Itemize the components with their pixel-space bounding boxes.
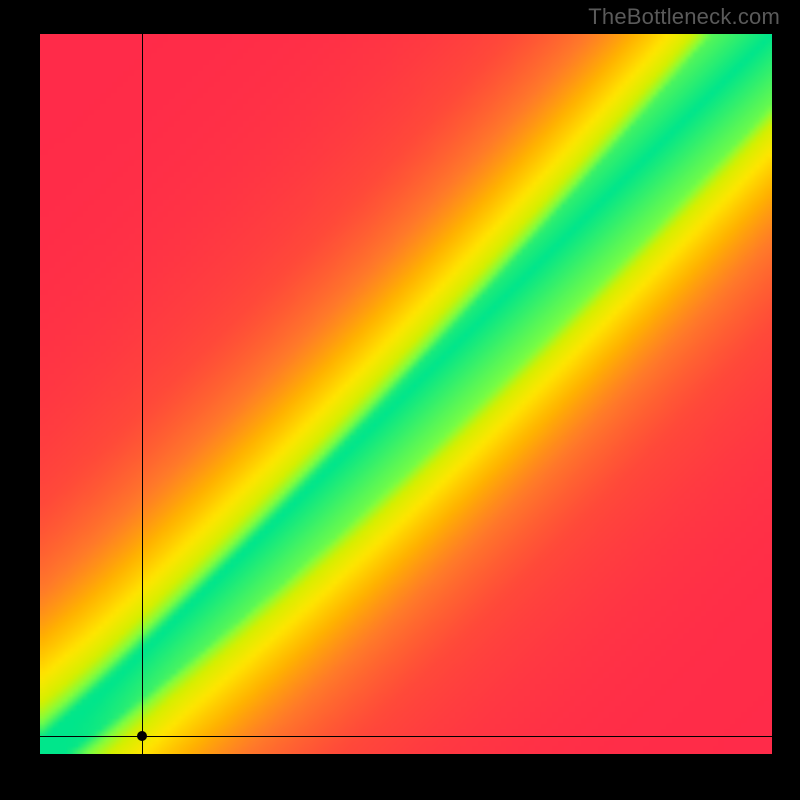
- heatmap-canvas: [40, 34, 772, 754]
- marker-dot: [137, 731, 147, 741]
- plot-area: [40, 34, 772, 754]
- chart-container: TheBottleneck.com: [0, 0, 800, 800]
- crosshair-vertical: [142, 34, 143, 754]
- crosshair-horizontal: [40, 736, 772, 737]
- watermark-text: TheBottleneck.com: [588, 4, 780, 30]
